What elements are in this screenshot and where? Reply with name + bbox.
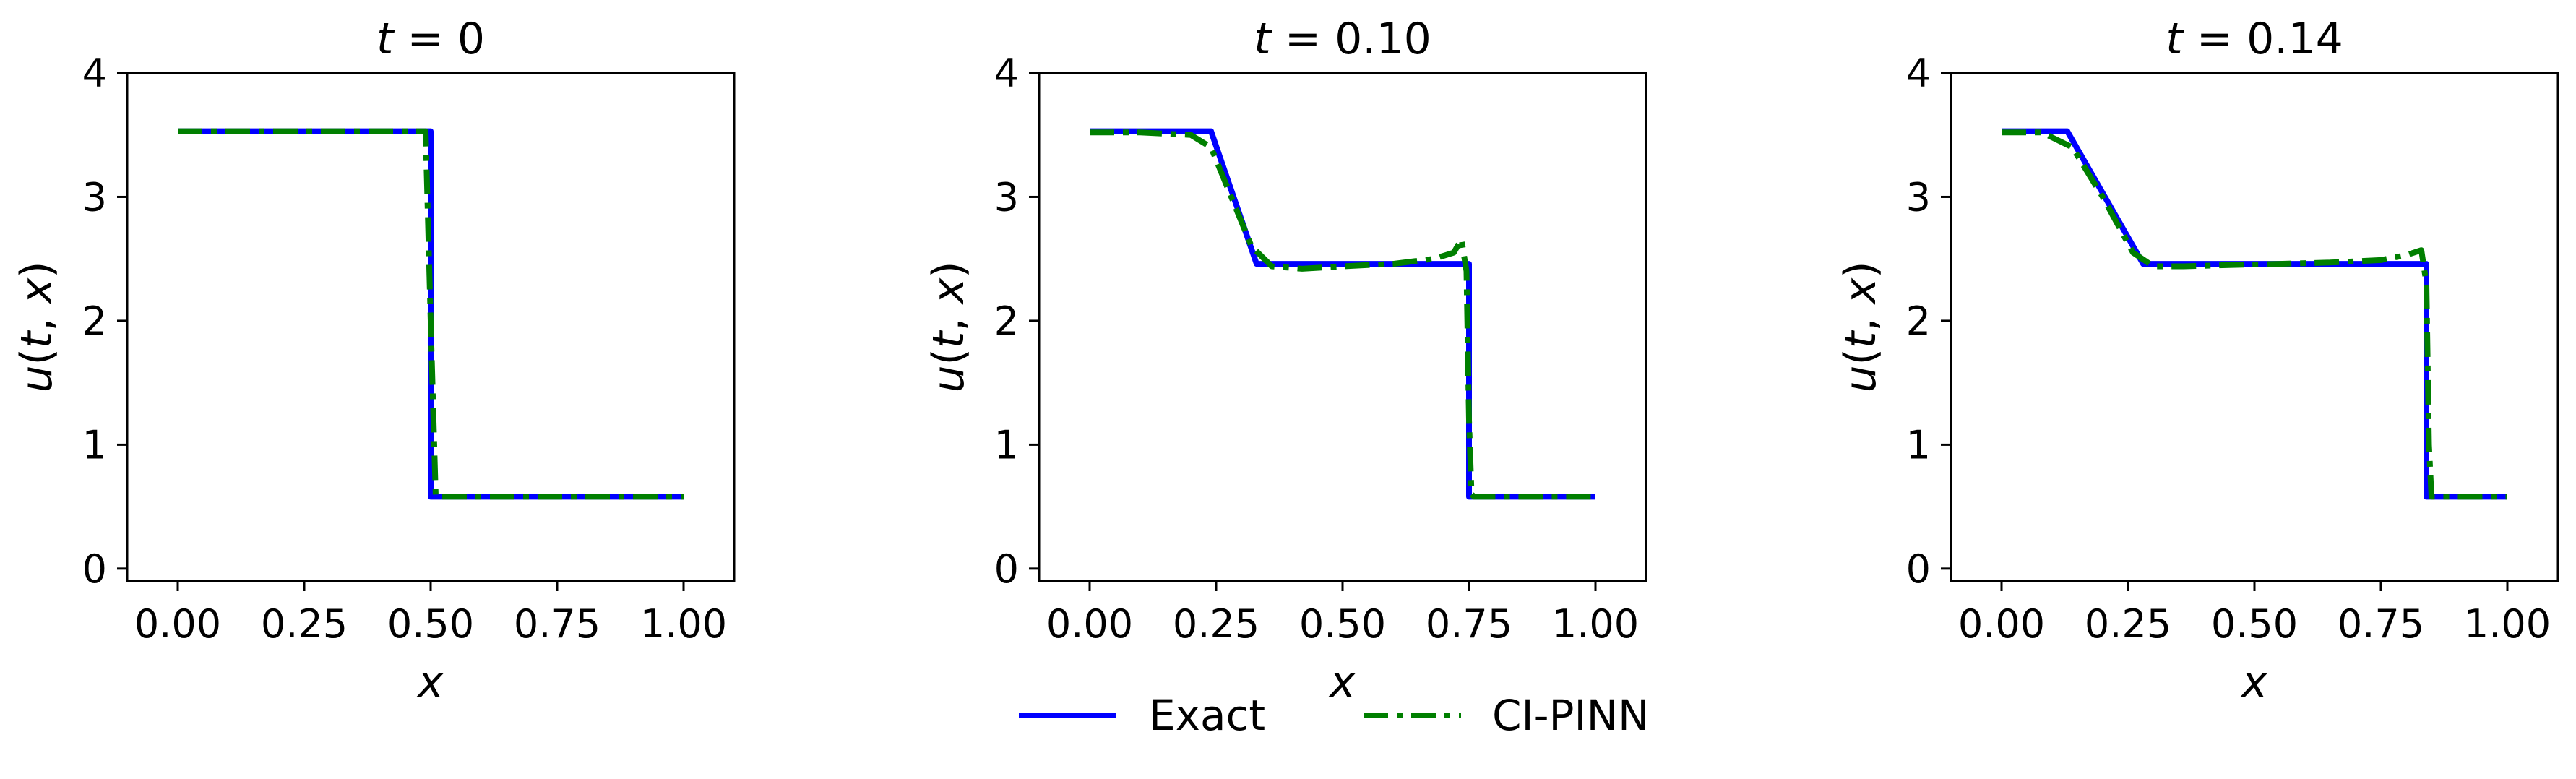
panel-1-ytick-label: 0 <box>82 546 107 592</box>
panel-1-xlabel: x <box>416 657 444 707</box>
panel-1-title: t = 0 <box>376 14 485 64</box>
panel-1-xtick-label: 0.25 <box>261 601 348 647</box>
panel-3-ytick-label: 0 <box>1906 546 1931 592</box>
panel-3-xtick-label: 0.50 <box>2211 601 2298 647</box>
panel-1-ytick-label: 2 <box>82 298 107 344</box>
panel-1-ytick-label: 4 <box>82 51 107 96</box>
panel-3: 0.00 0.25 0.50 0.75 1.00 0 1 2 3 4 t = 0.14 x u(t, x… <box>1835 14 2559 707</box>
panel-2-series-group <box>1090 128 1595 500</box>
panel-3-ylabel: u(t, x) <box>1835 261 1886 392</box>
panel-2-ytick-label: 1 <box>994 422 1019 468</box>
panel-2-xtick-label: 1.00 <box>1552 601 1639 647</box>
legend-label-exact: Exact <box>1149 691 1265 740</box>
panel-3-series-group <box>2002 128 2507 500</box>
panel-1-xtick-label: 1.00 <box>640 601 727 647</box>
panel-2-xtick-label: 0.00 <box>1046 601 1133 647</box>
panel-2-series-ci-pinn <box>1090 129 1595 500</box>
panel-1-xtick-label: 0.75 <box>514 601 600 647</box>
panel-2-ytick-label: 3 <box>994 174 1019 220</box>
panel-1-ylabel: u(t, x) <box>12 261 62 392</box>
panel-2-ytick-label: 2 <box>994 298 1019 344</box>
panel-3-xlabel: x <box>2240 657 2267 707</box>
panel-2-xtick-label: 0.75 <box>1426 601 1512 647</box>
panel-2: 0.00 0.25 0.50 0.75 1.00 0 1 2 3 4 t = 0.10 x u(t, x… <box>923 14 1647 707</box>
panel-3-ytick-label: 3 <box>1906 174 1931 220</box>
panel-3-series-ci-pinn <box>2002 129 2507 500</box>
panel-1-ytick-label: 3 <box>82 174 107 220</box>
panel-3-ytick-label: 2 <box>1906 298 1931 344</box>
panel-3-xtick-label: 0.25 <box>2085 601 2171 647</box>
panel-2-ytick-label: 0 <box>994 546 1019 592</box>
panel-1-ytick-label: 1 <box>82 422 107 468</box>
panel-1: 0.00 0.25 0.50 0.75 1.00 0 1 2 3 4 t = 0 x u(t, x) <box>12 14 736 707</box>
panel-3-ytick-label: 1 <box>1906 422 1931 468</box>
panel-1-xtick-label: 0.00 <box>134 601 221 647</box>
panel-2-xtick-label: 0.25 <box>1173 601 1259 647</box>
panel-2-xtick-label: 0.50 <box>1299 601 1386 647</box>
panel-3-ytick-label: 4 <box>1906 51 1931 96</box>
panel-2-ytick-label: 4 <box>994 51 1019 96</box>
panel-2-ylabel: u(t, x) <box>923 261 974 392</box>
panel-3-title: t = 0.14 <box>2166 14 2343 64</box>
panel-1-series-ci-pinn <box>178 128 684 500</box>
legend: Exact CI-PINN <box>1019 691 1649 740</box>
panel-2-xlabel: x <box>1328 657 1356 707</box>
panel-1-series-group <box>178 128 684 500</box>
panel-3-xtick-label: 1.00 <box>2464 601 2551 647</box>
panel-3-xtick-label: 0.00 <box>1958 601 2045 647</box>
legend-label-ci-pinn: CI-PINN <box>1492 691 1649 740</box>
panel-2-title: t = 0.10 <box>1254 14 1431 64</box>
panel-3-xtick-label: 0.75 <box>2338 601 2424 647</box>
panel-1-xtick-label: 0.50 <box>387 601 474 647</box>
